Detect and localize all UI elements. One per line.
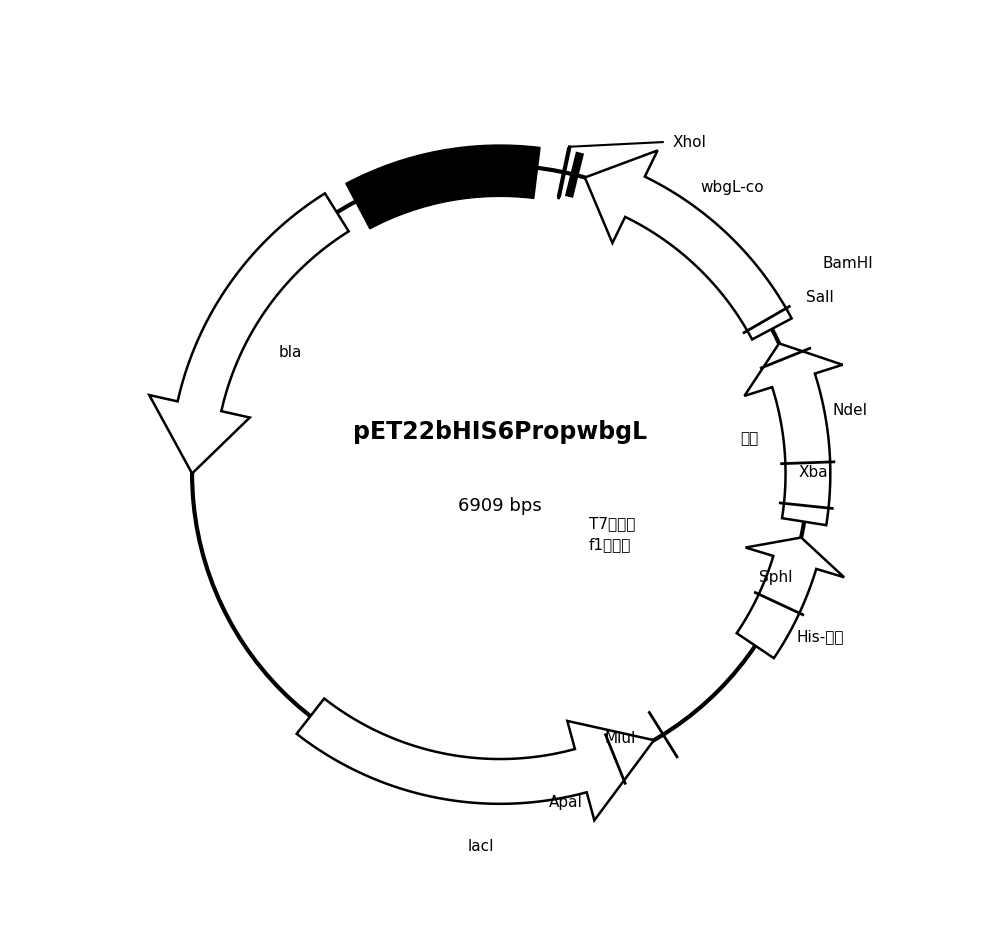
Text: 6909 bps: 6909 bps xyxy=(458,497,542,515)
Text: NdeI: NdeI xyxy=(832,402,867,418)
Text: BamHI: BamHI xyxy=(822,256,873,271)
Text: XhoI: XhoI xyxy=(672,134,706,150)
Polygon shape xyxy=(744,344,843,526)
Text: 前肽: 前肽 xyxy=(740,431,759,446)
Text: wbgL-co: wbgL-co xyxy=(700,180,764,194)
Polygon shape xyxy=(737,538,844,658)
Text: MluI: MluI xyxy=(605,731,636,746)
Polygon shape xyxy=(297,699,654,820)
Text: lacI: lacI xyxy=(467,839,494,854)
Polygon shape xyxy=(149,193,349,474)
Text: His-标签: His-标签 xyxy=(796,629,844,644)
Text: T7终止子
f1起始端: T7终止子 f1起始端 xyxy=(589,516,635,552)
Text: SalI: SalI xyxy=(806,290,834,305)
Text: XbaI: XbaI xyxy=(798,465,832,480)
Text: bla: bla xyxy=(278,345,302,360)
Text: pET22bHIS6PropwbgL: pET22bHIS6PropwbgL xyxy=(353,420,647,443)
Wedge shape xyxy=(346,145,540,229)
Text: ApaI: ApaI xyxy=(549,795,583,811)
Text: SphI: SphI xyxy=(759,570,792,585)
Polygon shape xyxy=(585,151,792,339)
